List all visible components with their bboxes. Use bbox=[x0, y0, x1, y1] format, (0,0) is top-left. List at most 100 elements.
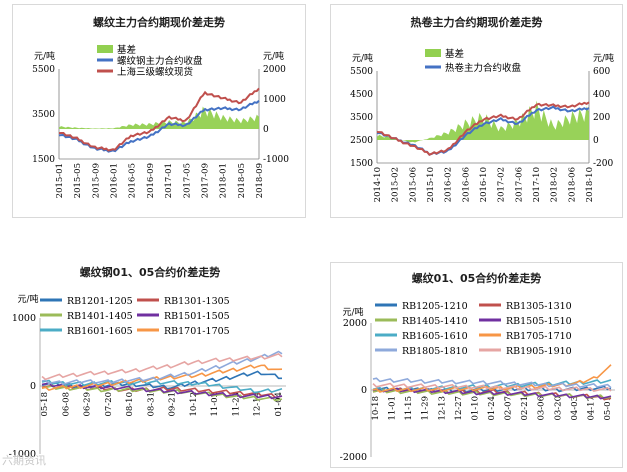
series-rb1501-1505 bbox=[41, 382, 283, 400]
y-tick-left: 5500 bbox=[32, 65, 55, 75]
legend-label: RB1405-1410 bbox=[402, 316, 468, 327]
legend-label: 上海三级螺纹现货 bbox=[117, 66, 193, 78]
x-tick-label: 05-01 bbox=[603, 396, 613, 421]
legend-label: RB1301-1305 bbox=[164, 296, 230, 307]
legend-swatch bbox=[97, 45, 113, 53]
chart-rebar: 元/吨 元/吨 1500 3500 5500 -1000 0 1000 2000 2015-01 2… bbox=[32, 44, 289, 198]
x-tick-label: 2016-01 bbox=[110, 163, 120, 198]
x-tick-label: 05-18 bbox=[40, 392, 50, 417]
x-tick-label: 2018-10 bbox=[585, 167, 595, 202]
x-tick-label: 06-08 bbox=[61, 392, 71, 417]
legend-label: RB1805-1810 bbox=[402, 346, 468, 357]
x-tick-label: 11-23 bbox=[231, 392, 241, 417]
x-tick-label: 01-24 bbox=[487, 396, 497, 421]
legend-label: RB1601-1605 bbox=[67, 326, 133, 337]
y-tick-right: 600 bbox=[593, 67, 610, 77]
chart-rebar-spread: 元/吨 -1000 0 1000 05-18 06-08 06-29 07-20 08-10 08… bbox=[9, 293, 286, 460]
series-rb1905-1910 bbox=[372, 382, 612, 392]
y-tick-left: 3500 bbox=[350, 113, 373, 123]
x-tick-label: 2017-10 bbox=[532, 167, 542, 202]
x-tick-label: 2015-05 bbox=[73, 163, 83, 198]
y-tick-left: 3500 bbox=[32, 110, 55, 120]
legend-label: RB1501-1505 bbox=[164, 311, 230, 322]
x-tick-label: 2016-09 bbox=[146, 163, 156, 198]
chart-panel-rebar-spread: 螺纹钢01、05合约价差走势 元/吨 -1000 0 1000 05-18 06-08 06… bbox=[0, 258, 300, 472]
x-tick-label: 11-15 bbox=[404, 396, 414, 421]
chart-rebar-spread-0105: 元/吨 -2000 0 2000 10-18 11-01 11-15 11-29 12-13 12… bbox=[340, 301, 615, 463]
legend-label: RB1705-1710 bbox=[506, 331, 572, 342]
x-tick-label: 12-13 bbox=[437, 396, 447, 421]
x-tick-label: 01-04 bbox=[274, 392, 284, 417]
series-line bbox=[58, 87, 260, 152]
y-tick-right: 200 bbox=[593, 113, 610, 123]
x-tick-label: 2016-05 bbox=[128, 163, 138, 198]
chart-title-rebar-spread-0105: 螺纹01、05合约价差走势 bbox=[411, 272, 542, 285]
left-axis-unit: 元/吨 bbox=[34, 50, 55, 62]
left-axis-unit: 元/吨 bbox=[352, 52, 373, 64]
x-tick-label: 2017-09 bbox=[200, 163, 210, 198]
y-tick: 2000 bbox=[343, 318, 367, 329]
y-tick-right: -1000 bbox=[263, 155, 289, 165]
y-tick: 1000 bbox=[12, 313, 36, 324]
x-tick-label: 2017-06 bbox=[514, 167, 524, 202]
y-tick-left: 4500 bbox=[350, 90, 373, 100]
y-tick: -2000 bbox=[340, 452, 367, 463]
y-tick-right: 0 bbox=[263, 125, 269, 135]
watermark-text: 六期资讯 bbox=[2, 454, 46, 467]
x-tick-label: 10-18 bbox=[371, 396, 381, 421]
y-tick-right: 2000 bbox=[263, 65, 286, 75]
legend-label: RB1201-1205 bbox=[67, 296, 133, 307]
x-tick-label: 11-01 bbox=[388, 396, 398, 421]
y-tick-right: 400 bbox=[593, 90, 610, 100]
series- bbox=[59, 106, 259, 129]
y-tick-right: -200 bbox=[593, 159, 613, 169]
x-tick-label: 04-03 bbox=[570, 396, 580, 421]
legend-label: RB1905-1910 bbox=[506, 346, 572, 357]
x-tick-label: 2017-01 bbox=[164, 163, 174, 198]
x-tick-label: 2017-05 bbox=[182, 163, 192, 198]
chart-title-hrc: 热卷主力合约期现价差走势 bbox=[410, 16, 543, 29]
chart-panel-hrc: 热卷主力合约期现价差走势 元/吨 元/吨 1500 2500 3500 4500 5500 -… bbox=[330, 4, 623, 218]
chart-panel-rebar: 螺纹主力合约期现价差走势 元/吨 元/吨 1500 3500 5500 -1000 0 100… bbox=[12, 4, 306, 218]
x-tick-label: 2018-09 bbox=[255, 163, 265, 198]
y-tick-left: 1500 bbox=[350, 159, 373, 169]
series-rb1901-1905 bbox=[41, 353, 283, 381]
x-tick-label: 2018-05 bbox=[237, 163, 247, 198]
series-line bbox=[58, 99, 260, 153]
chart-title-rebar: 螺纹主力合约期现价差走势 bbox=[93, 16, 225, 29]
series-rb1705-1710 bbox=[372, 364, 612, 393]
x-tick-label: 04-17 bbox=[586, 396, 596, 421]
x-tick-label: 2015-10 bbox=[426, 167, 436, 202]
chart-panel-rebar-spread-0105: 螺纹01、05合约价差走势 元/吨 -2000 0 2000 10-18 11-01 11-… bbox=[330, 262, 623, 468]
x-tick-label: 08-31 bbox=[146, 392, 156, 417]
y-tick: 0 bbox=[30, 381, 36, 392]
y-tick: -1000 bbox=[9, 449, 36, 460]
y-tick-right: 0 bbox=[593, 136, 599, 146]
y-tick-right: 1000 bbox=[263, 95, 286, 105]
series-line bbox=[376, 101, 590, 156]
legend-label: 螺纹钢主力合约收盘 bbox=[117, 55, 203, 67]
x-tick-label: 2015-09 bbox=[91, 163, 101, 198]
x-tick-label: 06-29 bbox=[83, 392, 93, 417]
x-tick-label: 08-10 bbox=[125, 392, 135, 417]
x-tick-label: 2016-10 bbox=[479, 167, 489, 202]
legend-label: RB1401-1405 bbox=[67, 311, 133, 322]
chart-title-rebar-spread: 螺纹钢01、05合约价差走势 bbox=[79, 266, 221, 279]
legend-label: RB1605-1610 bbox=[402, 331, 468, 342]
legend-label: RB1305-1310 bbox=[506, 301, 572, 312]
series-line bbox=[376, 105, 590, 156]
legend-label: 基差 bbox=[445, 48, 464, 60]
x-tick-label: 2017-02 bbox=[497, 167, 507, 202]
series-rb1805-1810 bbox=[372, 377, 612, 389]
x-tick-label: 11-02 bbox=[210, 392, 220, 417]
y-axis-unit: 元/吨 bbox=[17, 293, 38, 305]
x-tick-label: 2016-06 bbox=[461, 167, 471, 202]
legend-label: 热卷主力合约收盘 bbox=[445, 62, 522, 74]
x-tick-label: 01-10 bbox=[470, 396, 480, 421]
series-rb1601-1605 bbox=[41, 379, 283, 394]
x-tick-label: 09-21 bbox=[168, 392, 178, 417]
series-rb1701-1705 bbox=[41, 364, 283, 391]
legend-label: RB1205-1210 bbox=[402, 301, 468, 312]
x-tick-label: 2018-01 bbox=[219, 163, 229, 198]
x-tick-label: 10-12 bbox=[189, 392, 199, 417]
